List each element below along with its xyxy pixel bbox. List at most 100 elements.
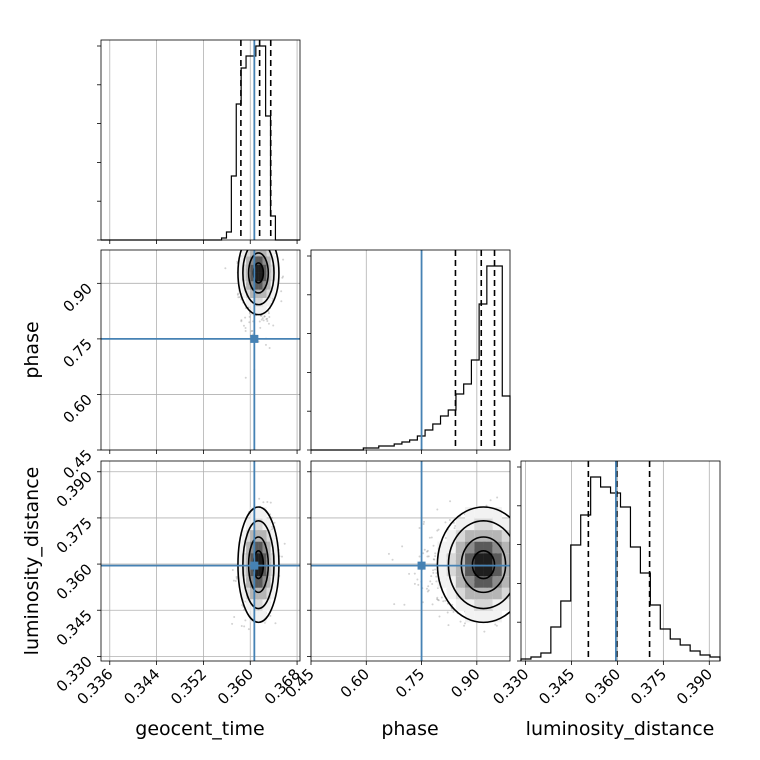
sample-point <box>514 560 516 562</box>
density-cell <box>465 530 475 542</box>
sample-point <box>258 320 261 323</box>
density-cell <box>246 587 251 600</box>
density-cell <box>262 250 267 257</box>
density-cell <box>511 588 520 600</box>
density-cell <box>492 610 502 623</box>
panel-content <box>311 461 529 661</box>
sample-point <box>242 324 245 327</box>
contour-level <box>247 536 270 594</box>
density-cell <box>237 564 243 577</box>
density-cell <box>501 530 510 542</box>
sample-point <box>432 569 435 572</box>
diag-panel-phase <box>310 249 511 451</box>
density-cell <box>237 553 243 565</box>
sample-point <box>248 315 251 318</box>
density-cell <box>501 576 510 588</box>
density-cell <box>258 610 263 623</box>
density-cell <box>242 587 247 600</box>
sample-point <box>263 315 266 318</box>
sample-point <box>434 552 437 555</box>
sample-point <box>234 579 237 582</box>
sample-point <box>271 527 274 530</box>
sample-point <box>262 501 265 504</box>
sample-point <box>495 624 498 627</box>
density-cell <box>465 507 475 519</box>
sample-point <box>429 580 432 583</box>
density-cell <box>270 250 275 257</box>
density-cell <box>246 599 251 611</box>
sample-point <box>267 312 270 315</box>
density-cell <box>520 553 529 565</box>
sample-point <box>393 603 396 606</box>
density-cell <box>474 610 484 623</box>
density-cell <box>465 553 475 565</box>
sample-point <box>452 610 455 613</box>
y-tick-label: 0.375 <box>53 514 96 557</box>
sample-point <box>430 536 433 539</box>
grid-lines <box>109 40 298 240</box>
sample-point <box>238 296 241 299</box>
density-cell <box>250 610 255 623</box>
sample-point <box>281 276 284 279</box>
contour-level <box>242 250 275 306</box>
xlabel-phase: phase <box>381 718 438 740</box>
density-cell <box>237 256 243 265</box>
contour-level <box>237 506 280 624</box>
sample-point <box>418 526 421 529</box>
sample-point <box>387 552 390 555</box>
density-cell <box>250 564 255 577</box>
sample-point <box>241 604 244 607</box>
truth-marker <box>250 334 259 343</box>
density-cell <box>250 507 255 519</box>
sample-point <box>422 523 425 526</box>
sample-point <box>391 558 394 561</box>
sample-point <box>244 316 247 319</box>
ylabel-phase: phase <box>21 321 43 378</box>
density-cell <box>258 541 263 554</box>
density-cell <box>474 507 484 519</box>
density-cell <box>274 256 279 265</box>
density-cell <box>262 281 267 290</box>
sample-point <box>240 320 243 323</box>
density-cell <box>492 507 502 519</box>
sample-point <box>250 330 253 333</box>
density-cell <box>258 564 263 577</box>
y-tick-label: 0.60 <box>59 391 95 427</box>
panel-phase-vs-geocent_time <box>100 249 301 451</box>
density-cell <box>511 576 520 588</box>
density-cell <box>455 530 466 542</box>
y-tick-label: 0.75 <box>59 335 95 371</box>
sample-point <box>453 527 456 530</box>
density-cell <box>270 264 275 273</box>
density-cell <box>501 599 510 611</box>
sample-point <box>459 620 462 623</box>
sample-point <box>427 589 430 592</box>
density-cell <box>246 576 251 588</box>
sample-point <box>485 504 488 507</box>
density-cell <box>250 289 255 298</box>
x-tick-label: 0.352 <box>167 665 210 708</box>
density-cell <box>254 541 259 554</box>
density-cell <box>266 576 271 588</box>
density-cell <box>258 599 263 611</box>
density-cell <box>237 281 243 290</box>
sample-point <box>237 292 240 295</box>
sample-point <box>449 500 452 503</box>
density-cell <box>262 507 267 519</box>
sample-point <box>231 568 234 571</box>
density-cell <box>270 564 275 577</box>
density-cell <box>266 599 271 611</box>
sample-point <box>267 322 270 325</box>
density-cell <box>483 518 493 531</box>
density-cell <box>250 281 255 290</box>
sample-point <box>251 329 254 332</box>
x-tick-label: 0.390 <box>673 665 716 708</box>
panel-luminosity_distance-vs-phase <box>310 460 511 662</box>
density-cell <box>242 250 247 257</box>
diag-panel-geocent_time <box>100 39 301 241</box>
density-cell <box>270 530 275 542</box>
sample-point <box>263 315 266 318</box>
sample-point <box>256 247 258 249</box>
x-tick-label: 0.330 <box>489 665 532 708</box>
density-cell <box>520 542 529 554</box>
